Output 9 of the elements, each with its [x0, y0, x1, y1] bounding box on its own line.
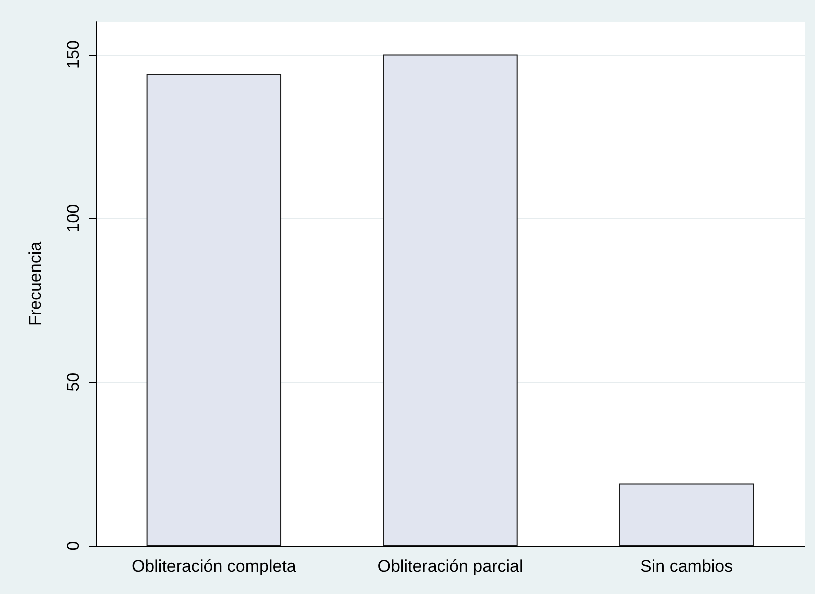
x-tick-label: Obliteración completa: [132, 557, 297, 576]
bar: [619, 484, 754, 546]
y-tick-label: 0: [64, 541, 83, 551]
y-tick-label: 100: [64, 204, 83, 233]
x-tick-label: Obliteración parcial: [378, 557, 524, 576]
y-tick-label: 150: [64, 40, 83, 69]
y-axis-title: Frecuencia: [26, 241, 45, 326]
y-tick-label: 50: [64, 372, 83, 392]
x-tick-label: Sin cambios: [640, 557, 734, 576]
